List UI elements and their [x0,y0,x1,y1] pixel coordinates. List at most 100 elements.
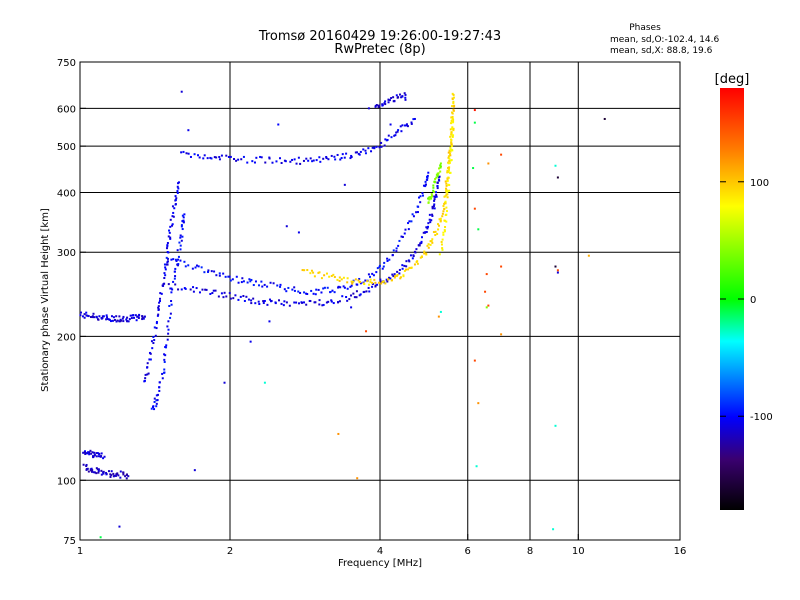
trace-point [387,278,390,281]
y-tick-label: 750 [57,58,76,69]
trace-point [161,377,164,380]
scatter-point [485,306,488,309]
trace-point [174,203,177,206]
trace-point [450,131,453,134]
trace-point [107,470,110,473]
gridlines [80,62,680,540]
trace-point [302,159,305,162]
trace-point [102,471,105,474]
trace-point [246,161,249,164]
scatter-point [473,359,476,362]
scatter-point [350,306,353,309]
trace-point [109,475,112,478]
trace-point [429,196,432,199]
trace-point [170,258,173,261]
trace-point [396,130,399,133]
trace-point [146,362,149,365]
x-tick-label: 2 [227,546,233,557]
trace-point [371,281,374,284]
trace-point [362,148,365,151]
trace-point [283,300,286,303]
trace-point [169,218,172,221]
trace-point [340,278,343,281]
trace-point [405,123,408,126]
scatter-point [477,402,480,405]
trace-point [218,155,221,158]
trace-point [353,296,356,299]
trace-point [412,255,415,258]
trace-point [392,249,395,252]
trace-point [293,289,296,292]
trace-point [442,233,445,236]
trace-point [156,314,159,317]
trace-point [426,174,429,177]
trace-point [405,268,408,271]
trace-point [450,159,453,162]
trace-point [278,299,281,302]
trace-point [125,473,128,476]
trace-point [332,302,335,305]
trace-point [90,467,93,470]
trace-point [342,276,345,279]
trace-point [242,280,245,283]
trace-point [428,218,431,221]
trace-point [260,280,263,283]
trace-point [397,96,400,99]
trace-point [214,289,217,292]
trace-point [143,379,146,382]
trace-point [450,116,453,119]
trace-point [301,269,304,272]
trace-point [83,316,86,319]
trace-point [397,129,400,132]
trace-point [91,451,94,454]
trace-point [141,315,144,318]
trace-point [430,195,433,198]
trace-point [178,241,181,244]
trace-point [313,275,316,278]
trace-point [163,263,166,266]
trace-point [332,273,335,276]
trace-point [171,224,174,227]
trace-point [223,291,226,294]
trace-point [305,292,308,295]
trace-point [325,157,328,160]
trace-point [163,360,166,363]
trace-point [437,179,440,182]
trace-point [275,160,278,163]
trace-point [222,272,225,275]
trace-point [167,332,170,335]
trace-point [289,160,292,163]
trace-point [243,299,246,302]
trace-point [180,151,183,154]
trace-point [160,292,163,295]
trace-point [164,346,167,349]
trace-point [451,126,454,129]
trace-point [447,162,450,165]
trace-point [375,271,378,274]
trace-point [299,291,302,294]
trace-point [433,180,436,183]
trace-point [164,354,167,357]
trace-point [445,184,448,187]
trace-point [173,270,176,273]
scatter-point [263,381,266,384]
trace-point [447,183,450,186]
trace-point [211,292,214,295]
trace-point [449,128,452,131]
trace-point [203,154,206,157]
trace-point [165,247,168,250]
trace-point [309,300,312,303]
trace-point [84,452,87,455]
trace-point [431,206,434,209]
trace-point [448,160,451,163]
trace-point [434,234,437,237]
trace-point [445,182,448,185]
trace-point [174,267,177,270]
trace-point [239,295,242,298]
trace-point [164,266,167,269]
trace-point [285,301,288,304]
trace-point [163,353,166,356]
trace-point [95,452,98,455]
trace-point [425,230,428,233]
scatter-point [487,304,490,307]
